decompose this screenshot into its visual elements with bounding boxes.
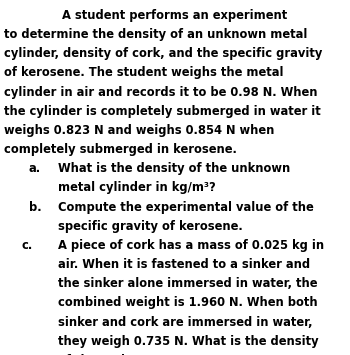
Text: What is the density of the unknown: What is the density of the unknown (58, 162, 290, 175)
Text: completely submerged in kerosene.: completely submerged in kerosene. (4, 143, 237, 156)
Text: of kerosene. The student weighs the metal: of kerosene. The student weighs the meta… (4, 66, 284, 80)
Text: b.: b. (29, 201, 41, 214)
Text: Compute the experimental value of the: Compute the experimental value of the (58, 201, 314, 214)
Text: metal cylinder in kg/m³?: metal cylinder in kg/m³? (58, 181, 216, 195)
Text: cylinder, density of cork, and the specific gravity: cylinder, density of cork, and the speci… (4, 47, 323, 60)
Text: A student performs an experiment: A student performs an experiment (62, 9, 288, 22)
Text: of the cork?: of the cork? (58, 354, 135, 355)
Text: combined weight is 1.960 N. When both: combined weight is 1.960 N. When both (58, 296, 317, 310)
Text: cylinder in air and records it to be 0.98 N. When: cylinder in air and records it to be 0.9… (4, 86, 318, 99)
Text: to determine the density of an unknown metal: to determine the density of an unknown m… (4, 28, 308, 41)
Text: A piece of cork has a mass of 0.025 kg in: A piece of cork has a mass of 0.025 kg i… (58, 239, 324, 252)
Text: specific gravity of kerosene.: specific gravity of kerosene. (58, 220, 243, 233)
Text: air. When it is fastened to a sinker and: air. When it is fastened to a sinker and (58, 258, 310, 271)
Text: they weigh 0.735 N. What is the density: they weigh 0.735 N. What is the density (58, 335, 318, 348)
Text: c.: c. (22, 239, 33, 252)
Text: weighs 0.823 N and weighs 0.854 N when: weighs 0.823 N and weighs 0.854 N when (4, 124, 274, 137)
Text: sinker and cork are immersed in water,: sinker and cork are immersed in water, (58, 316, 312, 329)
Text: the sinker alone immersed in water, the: the sinker alone immersed in water, the (58, 277, 317, 290)
Text: the cylinder is completely submerged in water it: the cylinder is completely submerged in … (4, 105, 321, 118)
Text: a.: a. (29, 162, 41, 175)
